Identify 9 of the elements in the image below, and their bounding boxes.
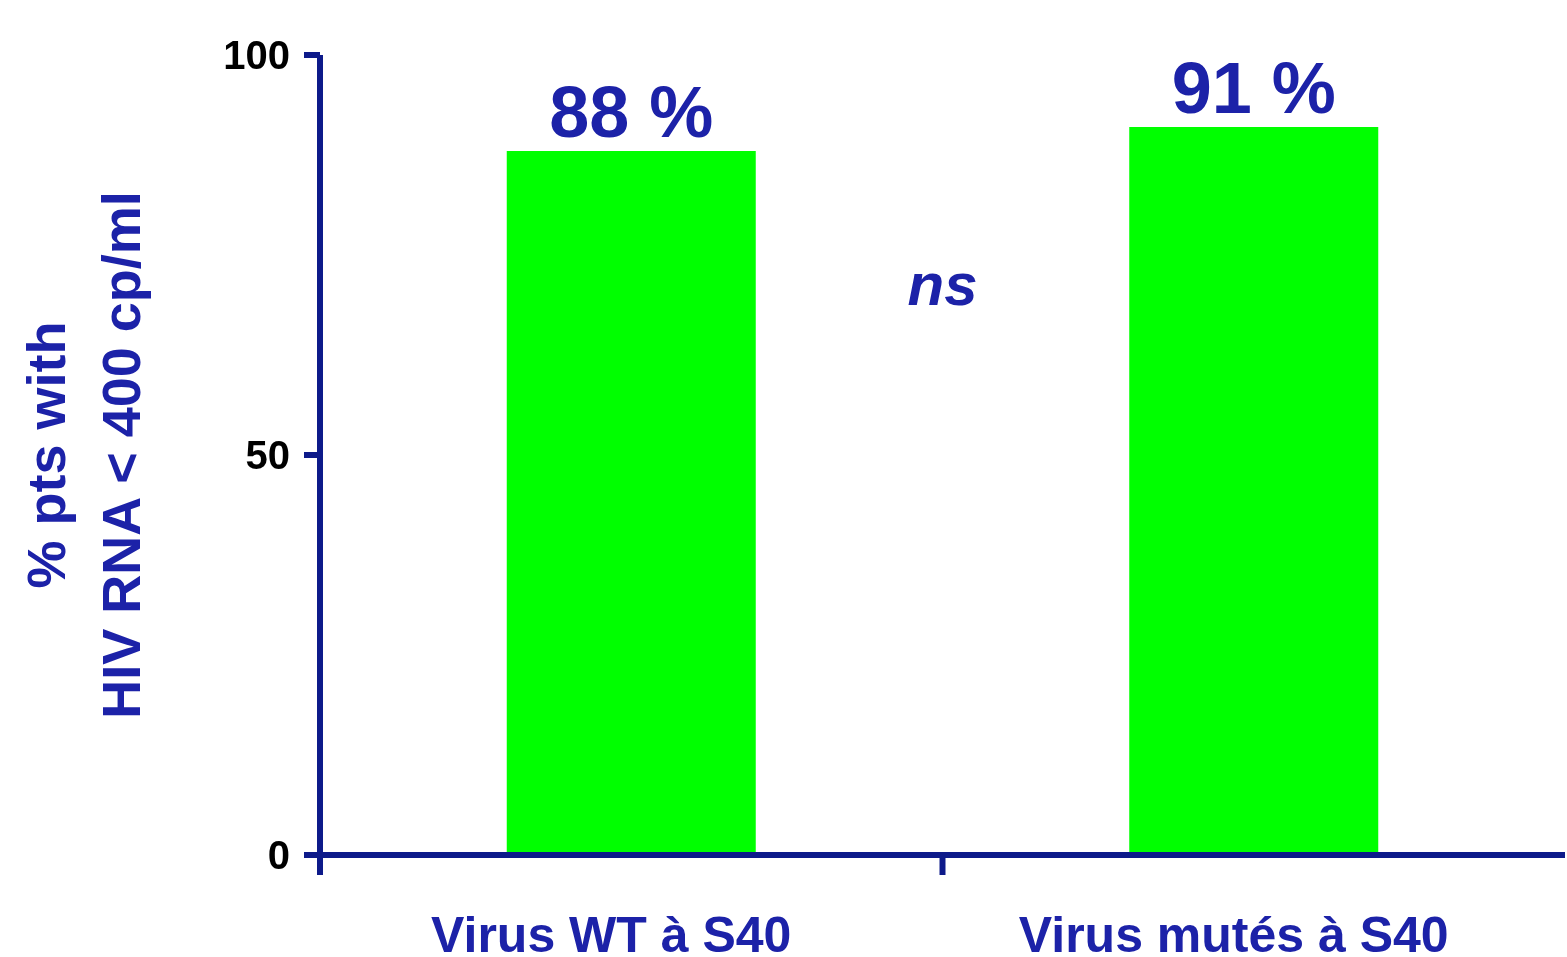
annotation: ns xyxy=(907,251,978,318)
data-label: 88 % xyxy=(549,72,714,152)
y-tick-label: 0 xyxy=(267,833,290,877)
y-tick-label: 50 xyxy=(245,433,290,477)
y-axis-title: % pts with HIV RNA < 400 cp/ml xyxy=(16,191,151,719)
y-tick-label: 100 xyxy=(223,33,290,77)
x-tick-label: Virus mutés à S40 xyxy=(1018,907,1449,957)
x-tick-label: Virus WT à S40 xyxy=(431,907,792,957)
data-label: 91 % xyxy=(1171,48,1336,128)
